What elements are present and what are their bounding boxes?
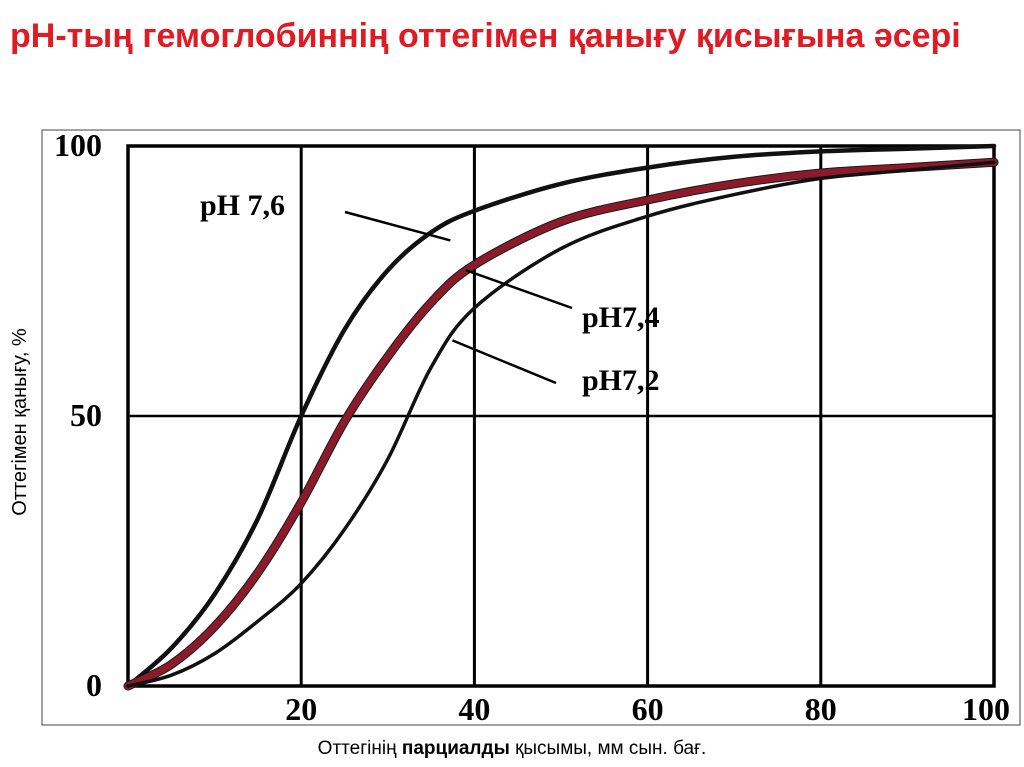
y-tick-label: 0 bbox=[86, 667, 102, 703]
x-axis-label: Оттегінің парциалды қысымы, мм сын. бағ. bbox=[0, 738, 1024, 760]
curve-ph-7-6 bbox=[125, 143, 997, 689]
annotation-leader-line bbox=[451, 339, 557, 385]
annotation-leader-line bbox=[465, 269, 573, 310]
axis-ticks: 0 50 100 20 40 60 80 100 bbox=[54, 127, 1010, 727]
curve-ph-7-4-outline bbox=[123, 157, 999, 691]
chart-series bbox=[123, 143, 999, 691]
x-axis-label-bold: парциалды bbox=[401, 738, 510, 759]
y-axis-label: Оттегімен қанығу, % bbox=[9, 328, 31, 516]
curve-ph-7-2 bbox=[126, 160, 996, 688]
curve-ph-7-4 bbox=[124, 158, 998, 690]
x-axis-label-part: қысымы, мм сын. бағ. bbox=[509, 738, 707, 759]
plot-area-border bbox=[126, 144, 996, 688]
x-tick-label: 80 bbox=[805, 691, 837, 727]
chart-frame bbox=[41, 129, 1021, 726]
x-tick-label: 60 bbox=[632, 691, 664, 727]
page-title: рН-тың гемоглобиннің оттегімен қанығу қи… bbox=[10, 17, 961, 55]
annotation-label-3: рН7,2 bbox=[582, 364, 660, 397]
annotation-leader-line bbox=[344, 210, 451, 242]
chart-grid bbox=[128, 146, 994, 686]
curve-annotations: pH 7,6 рН7,4 рН7,2 bbox=[200, 189, 660, 397]
x-tick-label: 40 bbox=[458, 691, 490, 727]
plot-border bbox=[126, 144, 996, 688]
x-tick-label: 20 bbox=[285, 691, 317, 727]
x-tick-label: 100 bbox=[962, 691, 1010, 727]
annotation-label-2: рН7,4 bbox=[582, 301, 660, 334]
annotation-label-1: pH 7,6 bbox=[200, 189, 285, 222]
x-axis-label-part: Оттегінің bbox=[317, 738, 402, 759]
y-tick-label: 50 bbox=[70, 397, 102, 433]
y-tick-label: 100 bbox=[54, 127, 102, 163]
